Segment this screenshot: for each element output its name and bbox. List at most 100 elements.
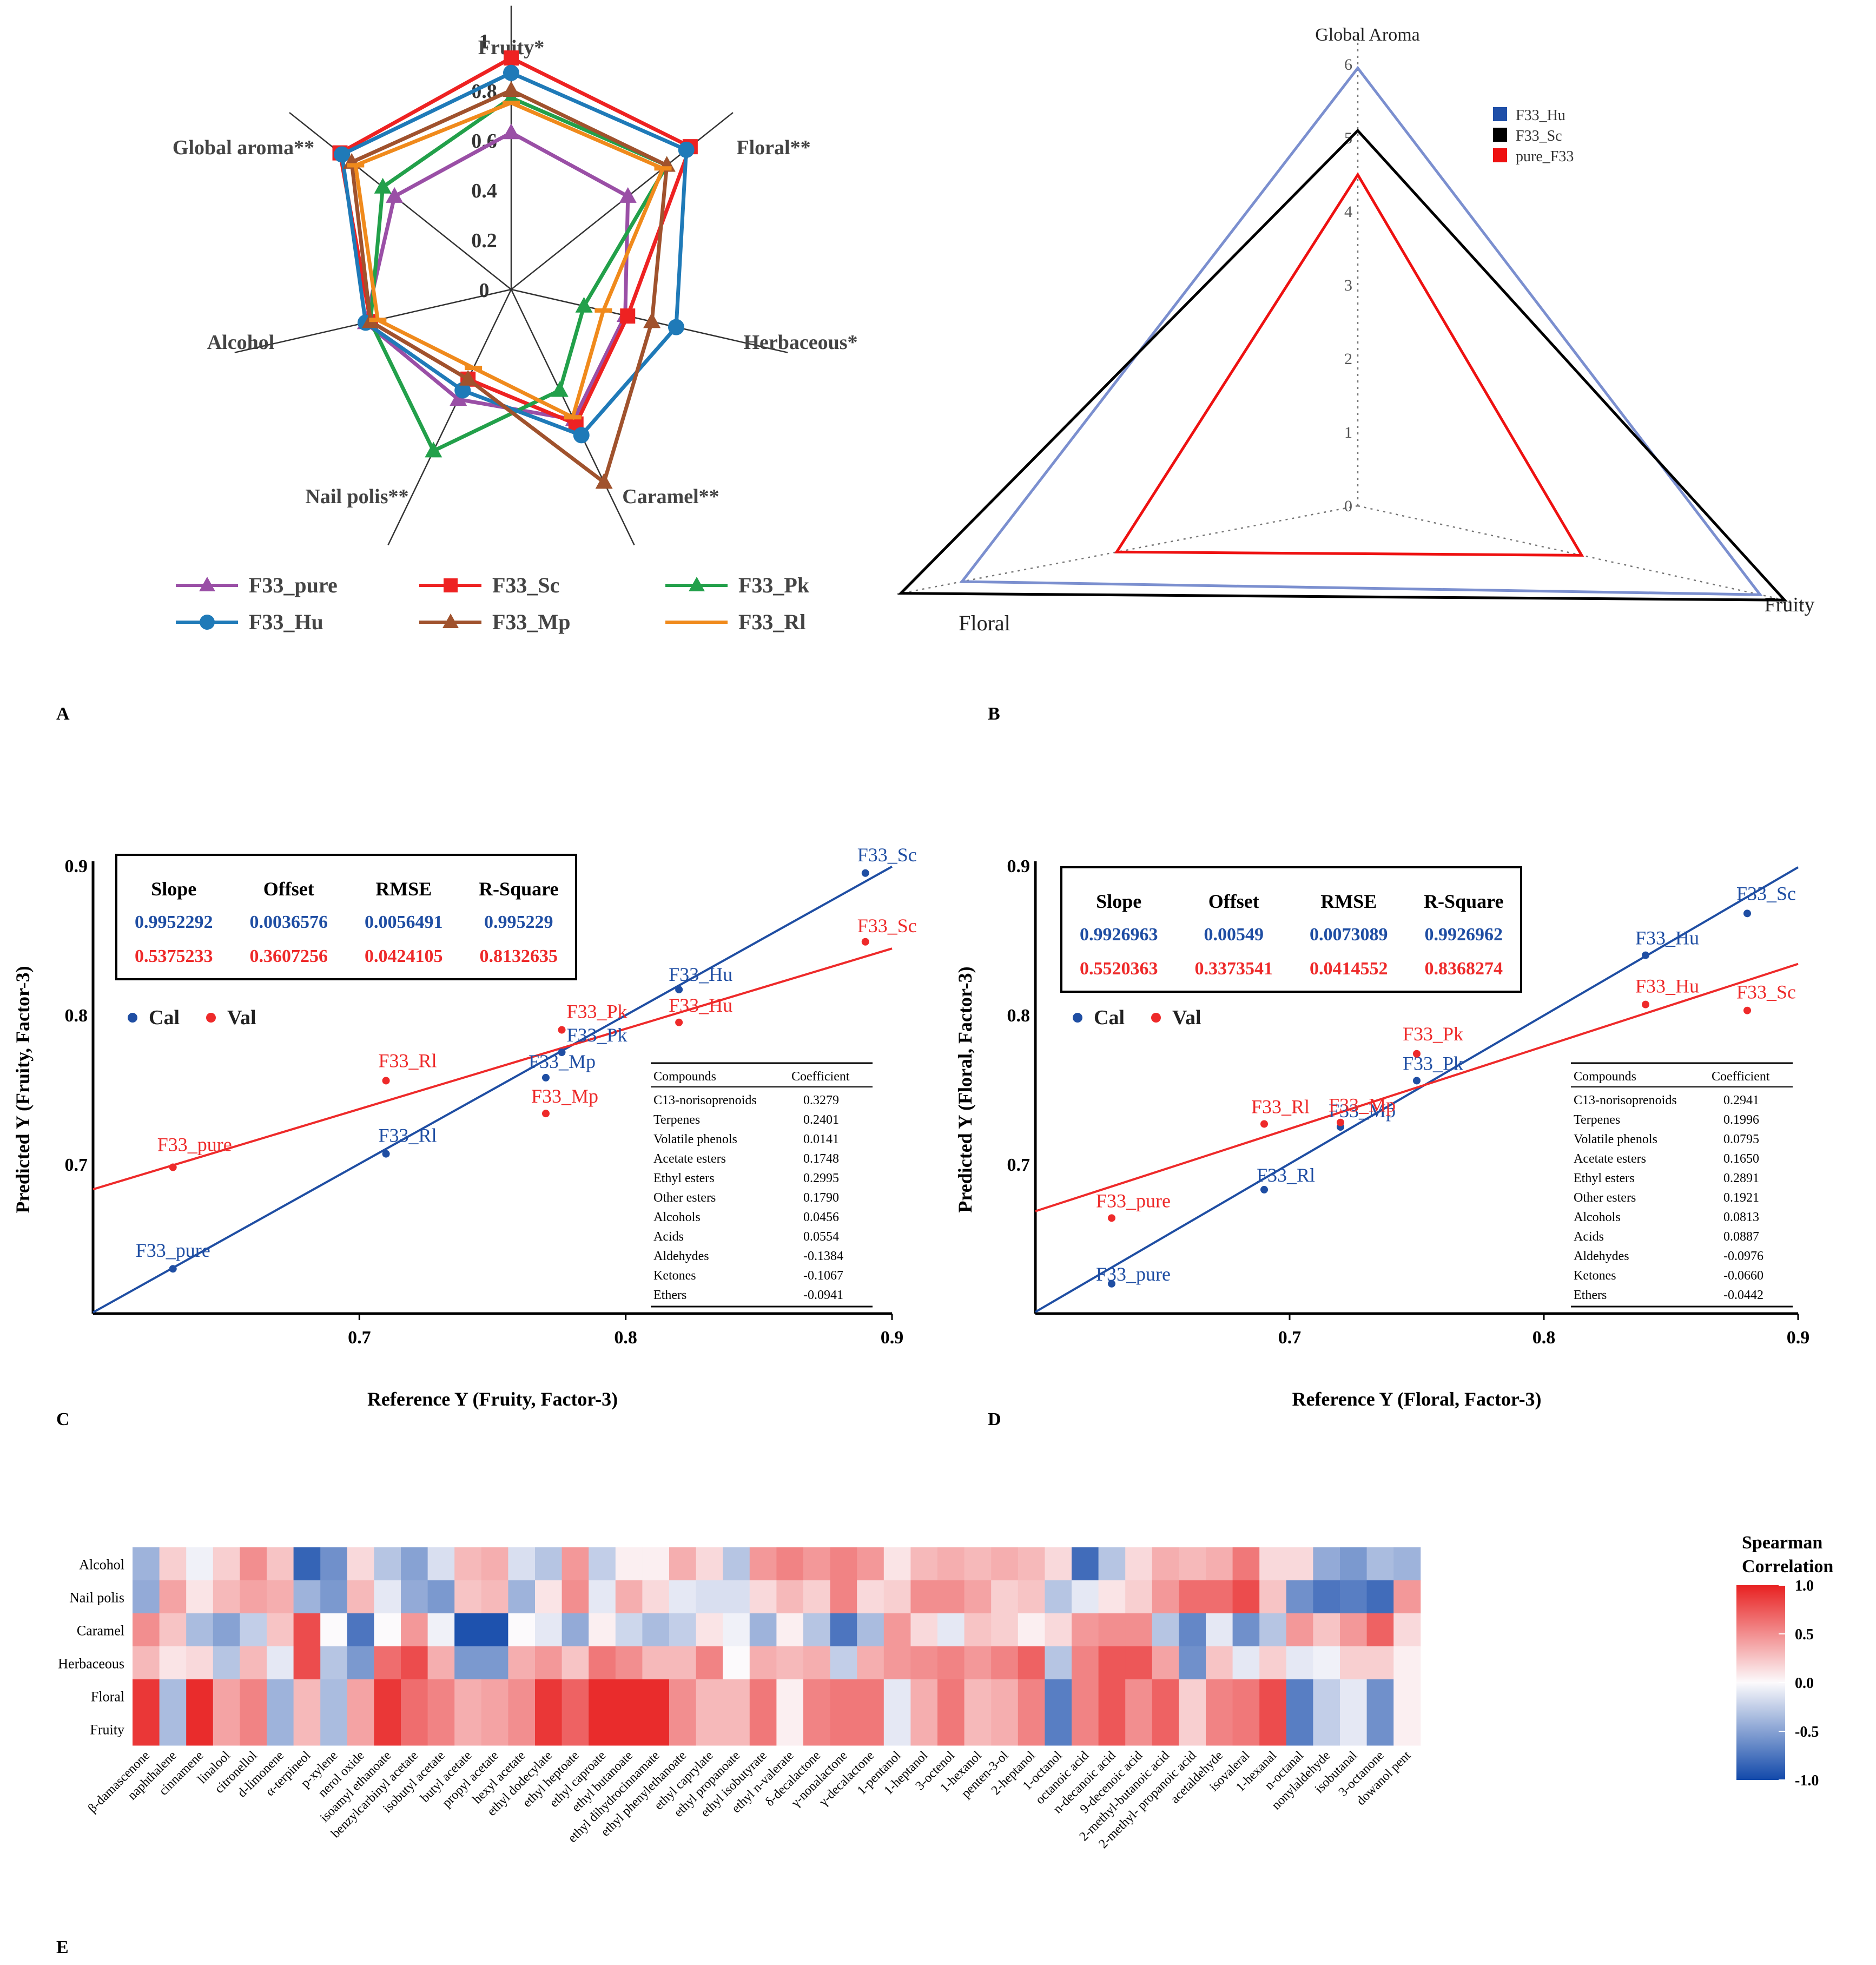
coef-table-compound-terpenes: Terpenes	[653, 1113, 700, 1127]
heatmap-cell-floral	[776, 1679, 804, 1713]
val-point-label-f33-mp: F33_Mp	[531, 1085, 598, 1107]
heatmap-cell-alcohol	[1313, 1547, 1340, 1581]
radar-point-f33-pure	[619, 187, 637, 203]
cal-point-f33-sc	[861, 869, 869, 877]
heatmap-cell-alcohol	[883, 1547, 911, 1581]
cal-stat-offset: 0.00549	[1204, 925, 1264, 945]
x-tick-label: 0.8	[1532, 1328, 1556, 1348]
panel-label-a: A	[56, 704, 70, 724]
val-point-f33-rl	[382, 1077, 390, 1085]
heatmap-cell-caramel	[669, 1613, 697, 1647]
val-point-f33-hu	[1642, 1000, 1649, 1008]
heatmap-cell-alcohol	[669, 1547, 697, 1581]
heatmap-cell-alcohol	[937, 1547, 965, 1581]
cal-point-f33-pk	[558, 1049, 566, 1056]
heatmap-cell-caramel	[535, 1613, 563, 1647]
cal-point-f33-hu	[1642, 951, 1649, 959]
heatmap-cell-herbaceous	[1152, 1646, 1179, 1680]
radar-point-f33-pure	[503, 123, 520, 140]
heatmap-cell-fruity	[267, 1712, 294, 1746]
heatmap-cell-herbaceous	[910, 1646, 938, 1680]
heatmap-cell-nail-polis	[1045, 1580, 1072, 1614]
heatmap-cell-herbaceous	[1366, 1646, 1394, 1680]
heatmap-cell-floral	[535, 1679, 563, 1713]
triangle-series-f33-sc	[897, 128, 1788, 602]
cal-stat-slope: 0.9952292	[135, 912, 213, 932]
heatmap-cell-herbaceous	[240, 1646, 267, 1680]
radar-tick-label: 0	[479, 279, 490, 302]
heatmap-cell-caramel	[454, 1613, 482, 1647]
radar-point-f33-hu	[573, 427, 590, 444]
cal-point-f33-pk	[1413, 1077, 1421, 1085]
heatmap-cell-floral	[696, 1679, 723, 1713]
cal-stat-rmse: 0.0073089	[1310, 925, 1388, 945]
radar-point-f33-sc	[504, 50, 519, 66]
heatmap-cell-herbaceous	[267, 1646, 294, 1680]
colorbar-tick-label: -1.0	[1795, 1772, 1819, 1789]
heatmap-cell-alcohol	[1366, 1547, 1394, 1581]
heatmap-cell-fruity	[1393, 1712, 1421, 1746]
coef-table-compound-ketones: Ketones	[1574, 1269, 1616, 1283]
heatmap-cell-herbaceous	[454, 1646, 482, 1680]
heatmap-cell-floral	[1125, 1679, 1153, 1713]
heatmap-cell-fruity	[186, 1712, 214, 1746]
radar-point-f33-hu	[503, 64, 519, 81]
heatmap-cell-nail-polis	[776, 1580, 804, 1614]
y-tick-label: 0.9	[1007, 856, 1031, 876]
heatmap-cell-nail-polis	[133, 1580, 160, 1614]
radar-point-f33-hu	[668, 319, 684, 335]
heatmap-cell-nail-polis	[454, 1580, 482, 1614]
heatmap-cell-alcohol	[1125, 1547, 1153, 1581]
coef-table-coefficient: -0.1067	[803, 1269, 843, 1283]
cal-stat-r-square: 0.995229	[484, 912, 553, 932]
cal-point-f33-sc	[1743, 909, 1751, 918]
legend-cal-marker	[1073, 1013, 1082, 1023]
heatmap-cell-caramel	[1393, 1613, 1421, 1647]
val-point-label-f33-rl: F33_Rl	[379, 1050, 437, 1071]
heatmap-cell-floral	[133, 1679, 160, 1713]
panel-label-b: B	[988, 704, 1000, 724]
coef-table-compound-ethyl-esters: Ethyl esters	[1574, 1171, 1635, 1185]
val-point-f33-hu	[675, 1018, 683, 1026]
heatmap-cell-alcohol	[347, 1547, 374, 1581]
heatmap-cell-herbaceous	[857, 1646, 884, 1680]
heatmap-cell-herbaceous	[562, 1646, 589, 1680]
heatmap-cell-nail-polis	[857, 1580, 884, 1614]
radar-axis-label-caramel: Caramel**	[622, 485, 719, 508]
heatmap-cell-nail-polis	[267, 1580, 294, 1614]
heatmap-cell-herbaceous	[535, 1646, 563, 1680]
heatmap-cell-herbaceous	[508, 1646, 536, 1680]
val-point-f33-pk	[558, 1026, 566, 1034]
radar-point-f33-pk	[374, 177, 392, 194]
heatmap-cell-floral	[1045, 1679, 1072, 1713]
heatmap-cell-herbaceous	[374, 1646, 401, 1680]
heatmap-cell-nail-polis	[1366, 1580, 1394, 1614]
coef-table-compound-aldehydes: Aldehydes	[653, 1249, 709, 1263]
cal-point-f33-mp	[541, 1073, 550, 1082]
coef-table-compound-volatile-phenols: Volatile phenols	[653, 1132, 737, 1146]
legend-cal-label: Cal	[149, 1006, 180, 1029]
x-axis-label: Reference Y (Floral, Factor-3)	[1292, 1388, 1541, 1410]
heatmap-cell-fruity	[910, 1712, 938, 1746]
coef-table-coefficient: -0.1384	[803, 1249, 843, 1263]
heatmap-cell-alcohol	[964, 1547, 992, 1581]
heatmap-cell-fruity	[159, 1712, 187, 1746]
heatmap-cell-alcohol	[401, 1547, 428, 1581]
heatmap-cell-fruity	[1125, 1712, 1153, 1746]
val-point-label-f33-pk: F33_Pk	[566, 1001, 627, 1023]
heatmap-cell-caramel	[240, 1613, 267, 1647]
coef-table-coefficient: -0.0442	[1723, 1288, 1763, 1302]
triangle-radar-tick: 2	[1344, 350, 1352, 368]
heatmap-cell-alcohol	[1179, 1547, 1206, 1581]
heatmap-cell-nail-polis	[1072, 1580, 1099, 1614]
heatmap-cell-floral	[883, 1679, 911, 1713]
heatmap-cell-floral	[293, 1679, 321, 1713]
heatmap-cell-fruity	[1072, 1712, 1099, 1746]
legend-val-marker	[206, 1013, 216, 1023]
heatmap-cell-floral	[830, 1679, 857, 1713]
coef-table-compound-other-esters: Other esters	[653, 1191, 716, 1205]
heatmap-cell-nail-polis	[883, 1580, 911, 1614]
heatmap-cell-nail-polis	[427, 1580, 455, 1614]
heatmap-cell-fruity	[883, 1712, 911, 1746]
val-point-f33-sc	[861, 938, 869, 946]
